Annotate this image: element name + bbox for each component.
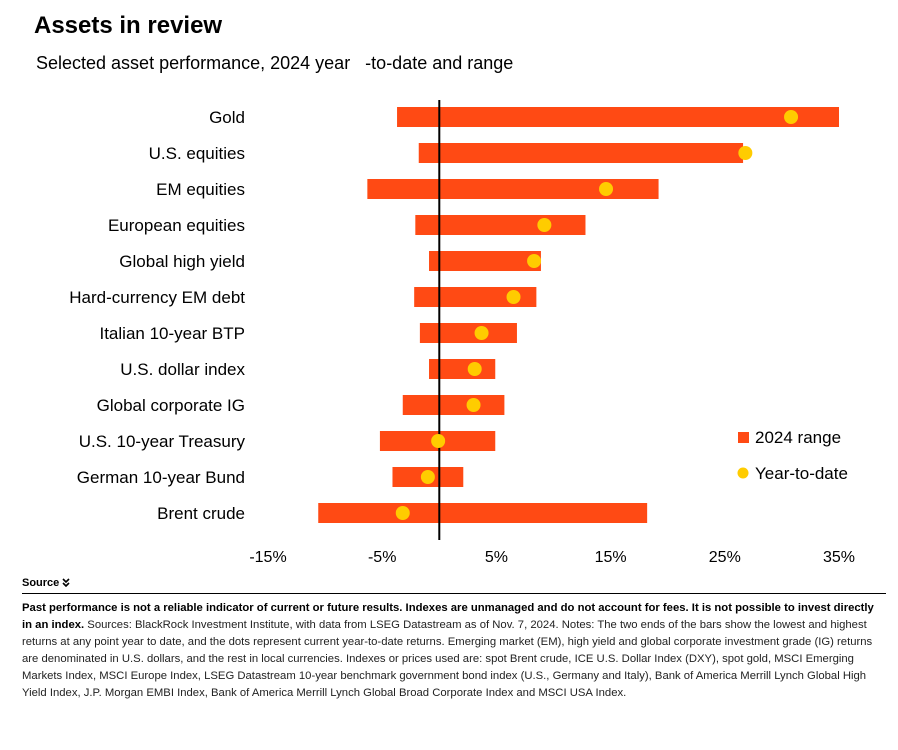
x-tick-label: 15% bbox=[595, 549, 627, 566]
x-tick-label: -15% bbox=[249, 549, 286, 566]
ytd-dot bbox=[738, 146, 753, 160]
disclaimer-text: Past performance is not a reliable indic… bbox=[22, 602, 874, 631]
x-tick-label: -5% bbox=[368, 549, 396, 566]
source-divider bbox=[22, 593, 886, 594]
ytd-dot bbox=[784, 110, 799, 124]
legend-swatch-ytd bbox=[737, 467, 749, 479]
category-label: German 10-year Bund bbox=[77, 468, 245, 487]
range-bar bbox=[402, 395, 505, 415]
category-label: Gold bbox=[209, 108, 245, 127]
category-label: EM equities bbox=[156, 180, 245, 199]
x-tick-label: 35% bbox=[823, 549, 855, 566]
range-bar bbox=[318, 503, 648, 523]
category-label: Italian 10-year BTP bbox=[99, 324, 245, 343]
category-label: Hard-currency EM debt bbox=[69, 288, 245, 307]
ytd-dot bbox=[474, 326, 489, 340]
range-bar bbox=[414, 287, 537, 307]
category-label: U.S. equities bbox=[149, 144, 245, 163]
source-footnote: Past performance is not a reliable indic… bbox=[22, 600, 886, 702]
ytd-dot bbox=[527, 254, 542, 268]
ytd-dot bbox=[467, 362, 482, 376]
range-bar bbox=[397, 107, 839, 127]
category-label: Global high yield bbox=[119, 252, 245, 271]
category-label: Brent crude bbox=[157, 504, 245, 523]
source-toggle[interactable]: Source bbox=[22, 577, 70, 589]
ytd-dot bbox=[537, 218, 552, 232]
legend-label-range: 2024 range bbox=[755, 428, 841, 447]
legend-label-ytd: Year-to-date bbox=[755, 464, 848, 483]
range-bar bbox=[367, 179, 659, 199]
legend-swatch-range bbox=[738, 432, 749, 443]
chart-subtitle: Selected asset performance, 2024 year -t… bbox=[36, 53, 514, 73]
x-tick-label: 25% bbox=[709, 549, 741, 566]
source-notes: Sources: BlackRock Investment Institute,… bbox=[22, 619, 873, 699]
category-label: U.S. 10-year Treasury bbox=[79, 432, 246, 451]
range-bar bbox=[419, 323, 517, 343]
ytd-dot bbox=[431, 434, 446, 448]
x-tick-label: 5% bbox=[485, 549, 508, 566]
category-label: European equities bbox=[108, 216, 245, 235]
category-label: U.S. dollar index bbox=[120, 360, 245, 379]
ytd-dot bbox=[466, 398, 481, 412]
source-toggle-label: Source bbox=[22, 577, 60, 589]
ytd-dot bbox=[506, 290, 521, 304]
chart-title: Assets in review bbox=[34, 12, 223, 39]
ytd-dot bbox=[395, 506, 410, 520]
range-chart: Gold U.S. equities EM equities European equ… bbox=[69, 100, 855, 566]
range-bar bbox=[415, 215, 586, 235]
range-bar bbox=[429, 251, 541, 271]
double-chevron-down-icon bbox=[62, 578, 70, 588]
ytd-dot bbox=[420, 470, 435, 484]
ytd-dot bbox=[599, 182, 614, 196]
category-label: Global corporate IG bbox=[97, 396, 245, 415]
range-bar bbox=[418, 143, 744, 163]
